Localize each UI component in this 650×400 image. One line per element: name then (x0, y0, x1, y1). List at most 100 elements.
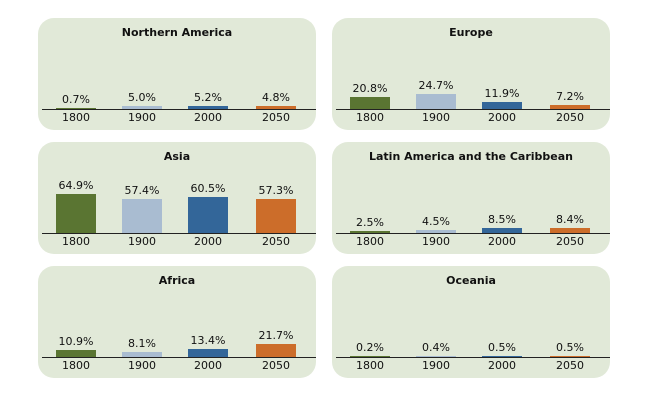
x-axis-line (336, 233, 610, 234)
bar-1800 (350, 231, 390, 233)
bar-1900 (122, 199, 162, 233)
bar-1900 (122, 352, 162, 357)
bar-1900 (416, 356, 456, 357)
category-label: 1800 (62, 111, 90, 124)
bar-2050 (256, 199, 296, 233)
value-label: 4.5% (422, 215, 450, 228)
bar-2000 (188, 349, 228, 357)
category-label: 1900 (422, 359, 450, 372)
chart-panel-latin-america-and-the-caribbean: Latin America and the Caribbean 2.5% 1800 4… (332, 142, 610, 254)
category-label: 2000 (488, 359, 516, 372)
bar-group: 8.5% 2000 (482, 142, 522, 254)
value-label: 0.5% (556, 341, 584, 354)
value-label: 57.3% (258, 184, 294, 197)
category-label: 2000 (488, 111, 516, 124)
bar-1900 (416, 230, 456, 233)
bar-group: 0.5% 2050 (550, 266, 590, 378)
value-label: 8.5% (488, 213, 516, 226)
bar-group: 5.0% 1900 (122, 18, 162, 130)
bar-group: 57.3% 2050 (256, 142, 296, 254)
bar-group: 10.9% 1800 (56, 266, 96, 378)
value-label: 7.2% (556, 90, 584, 103)
bar-1800 (350, 97, 390, 109)
bar-2000 (482, 356, 522, 357)
bar-1800 (56, 108, 96, 109)
panel-title: Oceania (446, 274, 496, 287)
value-label: 24.7% (418, 79, 454, 92)
bar-group: 4.5% 1900 (416, 142, 456, 254)
category-label: 1800 (356, 359, 384, 372)
chart-panel-asia: Asia 64.9% 1800 57.4% 1900 60.5% 2000 57.3% 2050 (38, 142, 316, 254)
category-label: 2050 (262, 235, 290, 248)
bar-group: 64.9% 1800 (56, 142, 96, 254)
x-axis-line (42, 233, 316, 234)
bar-1800 (56, 350, 96, 357)
bar-2000 (188, 106, 228, 109)
bar-group: 24.7% 1900 (416, 18, 456, 130)
category-label: 2000 (488, 235, 516, 248)
bar-group: 4.8% 2050 (256, 18, 296, 130)
category-label: 2050 (262, 111, 290, 124)
category-label: 2050 (556, 359, 584, 372)
bar-group: 13.4% 2000 (188, 266, 228, 378)
category-label: 2050 (262, 359, 290, 372)
bar-group: 8.4% 2050 (550, 142, 590, 254)
bar-group: 7.2% 2050 (550, 18, 590, 130)
value-label: 8.1% (128, 337, 156, 350)
x-axis-line (42, 357, 316, 358)
bar-1800 (56, 194, 96, 233)
value-label: 0.7% (62, 93, 90, 106)
value-label: 11.9% (484, 87, 520, 100)
bar-group: 0.7% 1800 (56, 18, 96, 130)
value-label: 5.2% (194, 91, 222, 104)
category-label: 2050 (556, 111, 584, 124)
value-label: 8.4% (556, 213, 584, 226)
category-label: 1900 (128, 359, 156, 372)
bar-group: 11.9% 2000 (482, 18, 522, 130)
value-label: 5.0% (128, 91, 156, 104)
x-axis-line (336, 109, 610, 110)
bar-group: 2.5% 1800 (350, 142, 390, 254)
category-label: 2000 (194, 111, 222, 124)
value-label: 21.7% (258, 329, 294, 342)
category-label: 1900 (128, 111, 156, 124)
category-label: 1900 (128, 235, 156, 248)
bar-2050 (550, 228, 590, 233)
bar-1900 (122, 106, 162, 109)
panel-title: Latin America and the Caribbean (368, 150, 573, 163)
category-label: 1800 (62, 235, 90, 248)
value-label: 57.4% (124, 184, 160, 197)
value-label: 20.8% (352, 82, 388, 95)
value-label: 64.9% (58, 179, 94, 192)
category-label: 1800 (356, 235, 384, 248)
category-label: 1900 (422, 235, 450, 248)
value-label: 60.5% (190, 182, 226, 195)
bar-2050 (256, 106, 296, 109)
value-label: 0.4% (422, 341, 450, 354)
x-axis-line (42, 109, 316, 110)
bar-1800 (350, 356, 390, 357)
category-label: 2000 (194, 359, 222, 372)
bar-group: 5.2% 2000 (188, 18, 228, 130)
value-label: 10.9% (58, 335, 94, 348)
category-label: 2000 (194, 235, 222, 248)
panel-title: Northern America (121, 26, 233, 39)
chart-panel-northern-america: Northern America 0.7% 1800 5.0% 1900 5.2% 2000… (38, 18, 316, 130)
bar-group: 60.5% 2000 (188, 142, 228, 254)
bar-2000 (482, 228, 522, 233)
category-label: 1900 (422, 111, 450, 124)
panel-title: Africa (158, 274, 196, 287)
bar-group: 20.8% 1800 (350, 18, 390, 130)
value-label: 2.5% (356, 216, 384, 229)
value-label: 13.4% (190, 334, 226, 347)
bar-1900 (416, 94, 456, 109)
bar-2000 (188, 197, 228, 233)
chart-panel-africa: Africa 10.9% 1800 8.1% 1900 13.4% 2000 21.7% 205… (38, 266, 316, 378)
chart-panel-oceania: Oceania 0.2% 1800 0.4% 1900 0.5% 2000 0.5% 2050 (332, 266, 610, 378)
bar-2050 (256, 344, 296, 357)
panel-title: Asia (163, 150, 191, 163)
value-label: 0.5% (488, 341, 516, 354)
x-axis-line (336, 357, 610, 358)
bar-group: 57.4% 1900 (122, 142, 162, 254)
bar-2050 (550, 356, 590, 357)
